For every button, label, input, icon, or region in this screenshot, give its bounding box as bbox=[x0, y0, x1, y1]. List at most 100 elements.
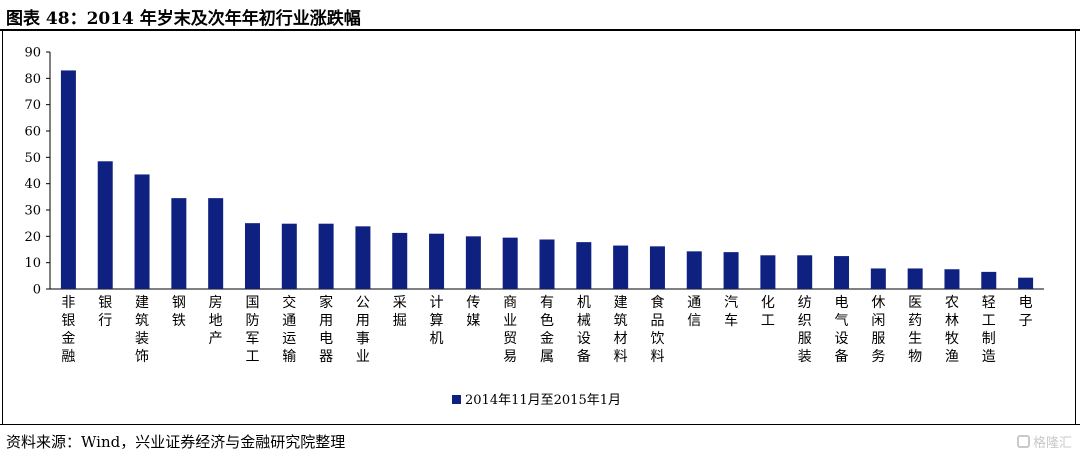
x-category-label: 电 bbox=[1019, 295, 1033, 311]
x-category-label: 钢 bbox=[172, 295, 186, 311]
legend-label: 2014年11月至2015年1月 bbox=[465, 393, 621, 408]
bar bbox=[981, 271, 997, 289]
x-category-label: 产 bbox=[209, 331, 223, 347]
x-category-label: 事 bbox=[356, 331, 370, 347]
x-category-label: 贸 bbox=[503, 331, 517, 347]
y-tick-label: 10 bbox=[24, 256, 41, 271]
x-category-label: 物 bbox=[908, 349, 922, 365]
figure-title: 图表 48：2014 年岁末及次年年初行业涨跌幅 bbox=[6, 9, 361, 29]
x-category-label: 纺 bbox=[798, 295, 812, 311]
x-category-label: 计 bbox=[430, 295, 444, 311]
watermark-logo-icon bbox=[1016, 435, 1030, 448]
x-category-label: 媒 bbox=[466, 313, 480, 329]
x-category-label: 通 bbox=[282, 313, 296, 329]
x-category-label: 金 bbox=[61, 331, 75, 347]
y-tick-label: 40 bbox=[24, 177, 41, 192]
x-category-label: 闲 bbox=[871, 313, 885, 329]
x-category-label: 织 bbox=[798, 313, 812, 329]
x-category-label: 银 bbox=[61, 313, 75, 329]
x-category-label: 色 bbox=[540, 312, 554, 329]
x-category-label: 非 bbox=[61, 295, 75, 311]
x-category-label: 饮 bbox=[650, 331, 664, 347]
bar bbox=[134, 174, 150, 289]
x-category-label: 器 bbox=[319, 349, 333, 365]
bar bbox=[502, 237, 518, 289]
x-category-label: 备 bbox=[835, 348, 849, 365]
bar-chart: 0102030405060708090非银金融银行建筑装饰钢铁房地产国防军工交通… bbox=[24, 46, 1044, 408]
x-category-label: 有 bbox=[540, 295, 554, 311]
bar bbox=[834, 256, 850, 289]
x-category-label: 材 bbox=[614, 331, 628, 347]
x-category-label: 务 bbox=[871, 349, 885, 365]
x-category-label: 公 bbox=[356, 295, 370, 311]
y-tick-label: 70 bbox=[24, 98, 41, 113]
header-rule bbox=[0, 29, 1080, 31]
bar bbox=[613, 245, 629, 289]
x-category-label: 车 bbox=[724, 312, 738, 329]
x-category-label: 服 bbox=[798, 331, 812, 347]
x-category-label: 传 bbox=[466, 295, 480, 311]
x-category-label: 料 bbox=[614, 349, 628, 365]
bar bbox=[244, 223, 260, 289]
x-category-label: 采 bbox=[393, 295, 407, 311]
x-category-label: 气 bbox=[835, 313, 849, 329]
x-category-label: 用 bbox=[356, 313, 370, 329]
x-category-label: 饰 bbox=[135, 349, 149, 365]
report-header: 图表 48：2014 年岁末及次年年初行业涨跌幅 bbox=[0, 0, 1080, 31]
x-category-label: 金 bbox=[540, 331, 554, 347]
x-category-label: 械 bbox=[577, 313, 591, 329]
y-tick-label: 50 bbox=[24, 151, 41, 166]
x-category-label: 设 bbox=[577, 331, 591, 347]
x-category-label: 装 bbox=[798, 349, 812, 365]
y-tick-label: 60 bbox=[24, 125, 41, 140]
x-category-label: 商 bbox=[503, 295, 517, 311]
x-category-label: 工 bbox=[982, 313, 996, 329]
x-category-label: 食 bbox=[650, 294, 664, 311]
x-category-label: 备 bbox=[577, 348, 591, 365]
x-category-label: 铁 bbox=[172, 313, 186, 329]
y-tick-label: 0 bbox=[33, 283, 41, 298]
bar bbox=[944, 269, 960, 289]
bar bbox=[281, 223, 297, 289]
x-category-label: 机 bbox=[430, 331, 444, 347]
bar bbox=[97, 161, 113, 289]
x-category-label: 服 bbox=[871, 331, 885, 347]
x-category-label: 筑 bbox=[135, 313, 149, 329]
watermark: 格隆汇 bbox=[1016, 432, 1072, 451]
y-tick-label: 20 bbox=[24, 230, 41, 245]
watermark-text: 格隆汇 bbox=[1032, 436, 1072, 451]
source-note: 资料来源：Wind，兴业证券经济与金融研究院整理 bbox=[6, 433, 346, 451]
x-category-label: 制 bbox=[982, 331, 996, 347]
x-category-label: 军 bbox=[245, 331, 259, 347]
x-category-label: 设 bbox=[835, 331, 849, 347]
bar bbox=[649, 246, 665, 289]
x-category-label: 汽 bbox=[724, 295, 738, 311]
report-footer: 资料来源：Wind，兴业证券经济与金融研究院整理 格隆汇 bbox=[0, 424, 1080, 458]
x-category-label: 渔 bbox=[945, 349, 959, 365]
x-category-label: 运 bbox=[282, 331, 296, 347]
x-category-label: 电 bbox=[835, 295, 849, 311]
x-category-label: 国 bbox=[245, 295, 259, 311]
x-category-label: 属 bbox=[540, 349, 554, 365]
x-category-label: 电 bbox=[319, 331, 333, 347]
x-category-label: 算 bbox=[430, 313, 444, 329]
x-category-label: 农 bbox=[945, 295, 959, 311]
x-category-label: 化 bbox=[761, 295, 775, 311]
x-category-label: 医 bbox=[908, 295, 922, 311]
bar bbox=[171, 198, 187, 289]
bar bbox=[355, 226, 371, 289]
x-category-label: 掘 bbox=[393, 313, 407, 329]
legend-swatch bbox=[452, 395, 461, 404]
x-category-label: 融 bbox=[61, 349, 75, 365]
x-category-label: 易 bbox=[503, 349, 517, 365]
x-category-label: 业 bbox=[356, 349, 370, 365]
x-category-label: 银 bbox=[98, 295, 112, 311]
x-category-label: 机 bbox=[577, 295, 591, 311]
bar bbox=[576, 242, 592, 289]
x-category-label: 筑 bbox=[614, 313, 628, 329]
bar bbox=[392, 232, 408, 289]
x-category-label: 建 bbox=[135, 295, 149, 311]
y-tick-label: 30 bbox=[24, 204, 41, 219]
x-category-label: 家 bbox=[319, 294, 333, 311]
x-category-label: 料 bbox=[650, 349, 664, 365]
